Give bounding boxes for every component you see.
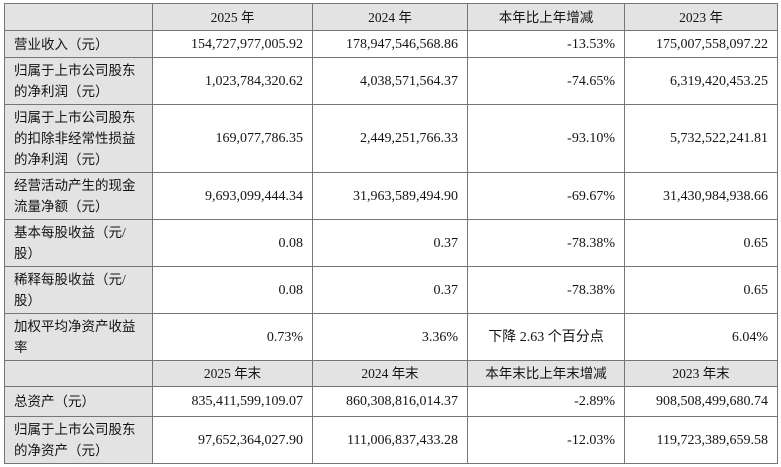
cell-2024: 31,963,589,494.90 (312, 172, 468, 220)
row-label: 稀释每股收益（元/股） (4, 266, 153, 314)
header-blank-cell (4, 360, 153, 387)
table-header-row-period-end: 2025 年末 2024 年末 本年末比上年末增减 2023 年末 (4, 360, 778, 387)
cell-2024: 0.37 (312, 266, 468, 314)
row-label: 归属于上市公司股东的扣除非经常性损益的净利润（元） (4, 104, 153, 173)
header-2023-end: 2023 年末 (624, 360, 778, 387)
cell-2024: 860,308,816,014.37 (312, 386, 468, 417)
financial-summary-table: 2025 年 2024 年 本年比上年增减 2023 年 营业收入（元） 154… (4, 3, 778, 464)
cell-change: -78.38% (467, 219, 625, 267)
cell-change: 下降 2.63 个百分点 (467, 313, 625, 361)
cell-2024: 3.36% (312, 313, 468, 361)
row-label: 归属于上市公司股东的净资产（元） (4, 416, 153, 464)
header-blank-cell (4, 3, 153, 31)
cell-2025: 169,077,786.35 (152, 104, 313, 173)
cell-2025: 97,652,364,027.90 (152, 416, 313, 464)
header-2023: 2023 年 (624, 3, 778, 31)
cell-2025: 0.08 (152, 219, 313, 267)
cell-change: -74.65% (467, 57, 625, 105)
header-2025-end: 2025 年末 (152, 360, 313, 387)
header-yoy-change: 本年比上年增减 (467, 3, 625, 31)
cell-2025: 0.08 (152, 266, 313, 314)
cell-2023: 31,430,984,938.66 (624, 172, 778, 220)
cell-change: -13.53% (467, 30, 625, 58)
cell-change: -2.89% (467, 386, 625, 417)
cell-2024: 0.37 (312, 219, 468, 267)
cell-2023: 175,007,558,097.22 (624, 30, 778, 58)
table-row-basic-eps: 基本每股收益（元/股） 0.08 0.37 -78.38% 0.65 (4, 219, 778, 267)
table-row-net-profit-excl-nonrecurring: 归属于上市公司股东的扣除非经常性损益的净利润（元） 169,077,786.35… (4, 104, 778, 173)
table-row-diluted-eps: 稀释每股收益（元/股） 0.08 0.37 -78.38% 0.65 (4, 266, 778, 314)
cell-2023: 6,319,420,453.25 (624, 57, 778, 105)
table-row-total-assets: 总资产（元） 835,411,599,109.07 860,308,816,01… (4, 386, 778, 417)
cell-change: -12.03% (467, 416, 625, 464)
cell-2025: 9,693,099,444.34 (152, 172, 313, 220)
table-row-revenue: 营业收入（元） 154,727,977,005.92 178,947,546,5… (4, 30, 778, 58)
header-yoy-end-change: 本年末比上年末增减 (467, 360, 625, 387)
row-label: 总资产（元） (4, 386, 153, 417)
cell-2023: 119,723,389,659.58 (624, 416, 778, 464)
header-2024: 2024 年 (312, 3, 468, 31)
table-row-net-assets: 归属于上市公司股东的净资产（元） 97,652,364,027.90 111,0… (4, 416, 778, 464)
row-label: 归属于上市公司股东的净利润（元） (4, 57, 153, 105)
cell-2025: 1,023,784,320.62 (152, 57, 313, 105)
cell-change: -69.67% (467, 172, 625, 220)
cell-2023: 5,732,522,241.81 (624, 104, 778, 173)
table-header-row-current-period: 2025 年 2024 年 本年比上年增减 2023 年 (4, 3, 778, 31)
table-row-weighted-avg-roe: 加权平均净资产收益率 0.73% 3.36% 下降 2.63 个百分点 6.04… (4, 313, 778, 361)
cell-2024: 2,449,251,766.33 (312, 104, 468, 173)
row-label: 营业收入（元） (4, 30, 153, 58)
table-row-operating-cash-flow: 经营活动产生的现金流量净额（元） 9,693,099,444.34 31,963… (4, 172, 778, 220)
cell-2023: 0.65 (624, 266, 778, 314)
table-row-net-profit: 归属于上市公司股东的净利润（元） 1,023,784,320.62 4,038,… (4, 57, 778, 105)
cell-2024: 178,947,546,568.86 (312, 30, 468, 58)
header-2024-end: 2024 年末 (312, 360, 468, 387)
cell-change: -93.10% (467, 104, 625, 173)
row-label: 加权平均净资产收益率 (4, 313, 153, 361)
cell-2025: 154,727,977,005.92 (152, 30, 313, 58)
cell-2024: 4,038,571,564.37 (312, 57, 468, 105)
header-2025: 2025 年 (152, 3, 313, 31)
cell-2025: 835,411,599,109.07 (152, 386, 313, 417)
cell-2025: 0.73% (152, 313, 313, 361)
row-label: 经营活动产生的现金流量净额（元） (4, 172, 153, 220)
cell-2023: 6.04% (624, 313, 778, 361)
cell-change: -78.38% (467, 266, 625, 314)
cell-2023: 0.65 (624, 219, 778, 267)
cell-2023: 908,508,499,680.74 (624, 386, 778, 417)
cell-2024: 111,006,837,433.28 (312, 416, 468, 464)
row-label: 基本每股收益（元/股） (4, 219, 153, 267)
